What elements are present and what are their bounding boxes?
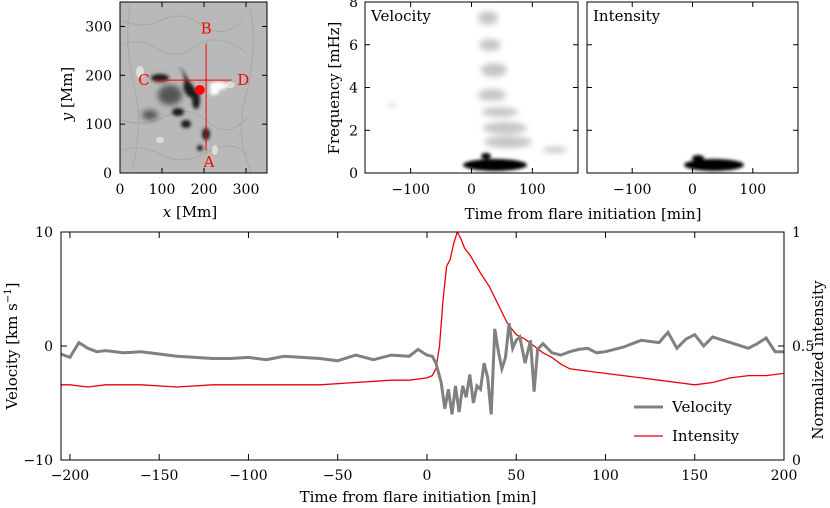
map-x-tick-label: 100 (149, 182, 176, 198)
map-y-label: y [Mm] (58, 67, 76, 123)
intensity-y-tick-label: 1 (792, 225, 801, 241)
intensity-power-map (684, 155, 744, 171)
intensity-spectrum-panel: Intensity −100 0 100 (586, 1, 799, 198)
time-x-tick-label: 150 (681, 468, 708, 484)
time-x-tick-label: 200 (771, 468, 798, 484)
velocity-spectrum-x-tick-label: −100 (391, 182, 429, 198)
map-y-tick-label: 300 (85, 19, 112, 35)
velocity-spectrum-x-tick-label: 100 (519, 182, 546, 198)
cut-label-d: D (237, 71, 249, 89)
cut-lines: B A C D (138, 20, 249, 171)
velocity-spectrum-y-tick-label: 2 (349, 123, 358, 139)
intensity-spectrum-x-tick-label: 100 (739, 182, 766, 198)
velocity-axis-label: Velocity [km s−1] (3, 283, 21, 411)
map-x-tick-label: 0 (116, 182, 125, 198)
magnetogram-panel: B A C D 0 100 200 300 0 100 200 300 x [Mm] y [Mm] (58, 1, 268, 221)
velocity-y-tick-label: −10 (23, 453, 53, 469)
legend-intensity-label: Intensity (672, 427, 740, 445)
velocity-spectrum-panel: Velocity −100 0 100 0 2 4 6 8 Frequency [mHz] (325, 0, 579, 198)
map-y-tick-label: 0 (103, 166, 112, 182)
intensity-spectrum-x-tick-label: −100 (613, 182, 651, 198)
velocity-spectrum-y-tick-label: 0 (349, 166, 358, 182)
time-x-tick-label: −100 (229, 468, 267, 484)
cut-center-marker (194, 84, 205, 95)
velocity-spectrum-x-tick-label: 0 (467, 182, 476, 198)
time-x-tick-label: −200 (51, 468, 89, 484)
map-x-label: x [Mm] (163, 203, 218, 221)
map-x-tick-label: 200 (191, 182, 218, 198)
velocity-panel-label: Velocity (370, 7, 431, 25)
velocity-spectrum-y-tick-label: 6 (349, 38, 358, 54)
map-y-tick-label: 100 (85, 117, 112, 133)
time-x-tick-label: 50 (507, 468, 525, 484)
cut-label-a: A (203, 153, 215, 171)
legend-velocity-label: Velocity (671, 398, 732, 416)
legend: Velocity Intensity (634, 398, 740, 445)
map-axis-ticks: 0 100 200 300 0 100 200 300 (85, 2, 267, 198)
intensity-panel-label: Intensity (593, 7, 661, 25)
time-x-tick-label: −50 (323, 468, 353, 484)
frequency-axis-label: Frequency [mHz] (325, 22, 343, 155)
intensity-line (61, 232, 784, 388)
intensity-spectrum-ticks: −100 0 100 (587, 1, 798, 198)
velocity-line (61, 322, 784, 415)
time-x-tick-label: 100 (592, 468, 619, 484)
velocity-spectrum-ticks: −100 0 100 0 2 4 6 8 (349, 0, 578, 198)
intensity-y-tick-label: 0 (792, 453, 801, 469)
spectrum-x-axis-label: Time from flare initiation [min] (465, 205, 702, 223)
velocity-power-map (389, 11, 567, 171)
velocity-y-tick-label: 0 (44, 339, 53, 355)
time-x-tick-label: −150 (140, 468, 178, 484)
intensity-axis-label: Normalized intensity (809, 280, 827, 440)
intensity-y-tick-label: 0.5 (792, 339, 814, 355)
magnetogram-image (120, 2, 267, 173)
map-x-tick-label: 300 (233, 182, 260, 198)
map-y-tick-label: 200 (85, 68, 112, 84)
time-axis-label: Time from flare initiation [min] (300, 488, 537, 506)
velocity-spectrum-y-tick-label: 8 (349, 0, 358, 11)
velocity-y-tick-label: 10 (35, 225, 53, 241)
cut-label-c: C (138, 71, 149, 89)
intensity-spectrum-x-tick-label: 0 (688, 182, 697, 198)
cut-label-b: B (201, 20, 212, 38)
velocity-spectrum-y-tick-label: 4 (349, 81, 358, 97)
time-x-tick-label: 0 (423, 468, 432, 484)
